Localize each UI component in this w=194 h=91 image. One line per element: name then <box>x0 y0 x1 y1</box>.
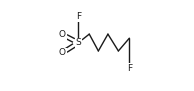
Text: O: O <box>59 30 66 39</box>
Text: F: F <box>76 12 81 21</box>
Text: S: S <box>75 38 81 47</box>
Text: O: O <box>59 48 66 57</box>
Text: F: F <box>127 64 132 73</box>
